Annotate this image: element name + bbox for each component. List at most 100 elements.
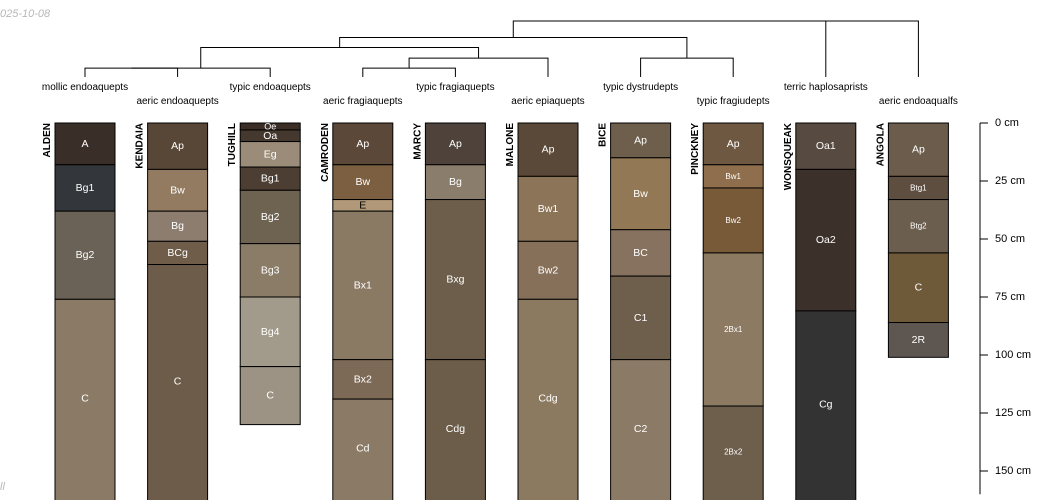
profile-name: KENDAIA <box>135 123 146 169</box>
horizon-label: Bw <box>356 176 371 188</box>
horizon-label: Ap <box>634 134 647 146</box>
depth-tick-unit: cm <box>1010 233 1025 245</box>
taxonomy-labels: mollic endoaquepts aeric endoaquepts typic… <box>42 82 958 107</box>
horizon-label: C <box>266 390 274 402</box>
horizon-bw <box>147 168 209 212</box>
horizon-label: Ap <box>449 138 462 150</box>
horizon-bw <box>332 164 394 201</box>
horizon-label: C2 <box>634 423 648 435</box>
horizon-label: Bg2 <box>76 249 95 261</box>
profile-camroden: Ap Bw E Bx1 Bx2 Cd CAMRODEN <box>320 122 394 500</box>
horizon-label: Bw <box>170 184 185 196</box>
horizon-label: BC <box>633 247 648 259</box>
dendrogram <box>84 20 919 77</box>
profile-kendaia: Ap Bw Bg BCg C KENDAIA <box>135 122 209 500</box>
horizon-label: Bw2 <box>725 216 741 225</box>
horizon-label: Cg <box>819 398 833 410</box>
taxon-label: typic dystrudepts <box>603 82 678 93</box>
taxon-label: terric haplosaprists <box>784 82 868 93</box>
horizon-cd <box>332 398 394 500</box>
profile-name: PINCKNEY <box>690 123 701 175</box>
depth-tick-unit: cm <box>1010 291 1025 303</box>
horizon-label: Bw1 <box>725 172 741 181</box>
horizon-bw <box>610 157 672 231</box>
horizon-label: Bw1 <box>538 203 559 215</box>
horizon-label: Cdg <box>538 393 557 405</box>
horizon-ap <box>147 122 209 170</box>
profile-malone: Ap Bw1 Bw2 Cdg MALONE <box>505 122 579 500</box>
taxon-label: aeric epiaquepts <box>511 96 584 107</box>
depth-tick-label: 0 cm <box>995 117 1019 129</box>
horizon-a <box>54 122 116 166</box>
horizon-oa1 <box>795 122 857 170</box>
horizon-label: Btg2 <box>910 222 927 231</box>
horizon-label: Cdg <box>446 423 465 435</box>
taxon-label: typic fragiudepts <box>697 96 770 107</box>
horizon-label: Oa <box>263 130 277 142</box>
depth-tick-value: 150 <box>995 465 1013 477</box>
dendrogram-branch <box>640 57 734 77</box>
horizon-bw2 <box>517 240 579 300</box>
horizon-ap <box>332 122 394 166</box>
depth-tick-unit: cm <box>1004 117 1019 129</box>
horizon-bx2 <box>332 359 394 400</box>
horizon-label: C1 <box>634 312 648 324</box>
horizon-2bx2 <box>702 405 764 500</box>
horizon-bg1 <box>54 164 116 212</box>
profile-name: CAMRODEN <box>320 123 331 182</box>
profile-bice: Ap Bw BC C1 C2 BICE <box>598 122 672 500</box>
profile-name: MARCY <box>412 123 423 160</box>
horizon-cdg <box>424 359 486 500</box>
horizon-c2 <box>610 359 672 500</box>
taxon-label: aeric fragiaquepts <box>323 96 403 107</box>
depth-tick-label: 50 cm <box>995 233 1025 245</box>
horizon-c1 <box>610 275 672 361</box>
horizon-label: Bw <box>633 188 648 200</box>
horizon-label: A <box>81 138 88 150</box>
depth-tick-value: 125 <box>995 407 1013 419</box>
depth-tick-unit: cm <box>1010 175 1025 187</box>
profile-wonsqueak: Oa1 Oa2 Cg WONSQUEAK <box>783 122 857 500</box>
depth-tick-value: 0 <box>995 117 1001 129</box>
profile-name: ANGOLA <box>875 123 886 166</box>
horizon-label: C <box>174 375 182 387</box>
depth-tick-unit: cm <box>1016 349 1031 361</box>
dendrogram-branch <box>512 20 827 77</box>
horizon-label: 2Bx1 <box>724 325 743 334</box>
horizon-c <box>147 264 209 500</box>
horizon-ap <box>610 122 672 159</box>
horizon-label: Bg1 <box>261 173 280 185</box>
corner-stamp: ll <box>0 481 5 493</box>
horizon-c <box>54 298 116 500</box>
dendrogram-branch <box>669 20 919 77</box>
profile-name: TUGHILL <box>227 123 238 166</box>
taxon-label: typic endoaquepts <box>230 82 311 93</box>
horizon-bx1 <box>332 210 394 361</box>
profile-name: WONSQUEAK <box>783 122 794 190</box>
horizon-bg3 <box>239 243 301 298</box>
horizon-label: Btg1 <box>910 183 927 192</box>
depth-tick-label: 100 cm <box>995 349 1031 361</box>
horizon-label: Bx2 <box>354 373 372 385</box>
taxon-label: aeric endoaquepts <box>136 96 218 107</box>
horizon-bc <box>610 229 672 277</box>
profile-pinckney: Ap Bw1 Bw2 2Bx1 2Bx2 PINCKNEY <box>690 122 764 500</box>
horizon-label: Ap <box>542 144 555 156</box>
horizon-bg4 <box>239 296 301 368</box>
taxon-label: typic fragiaquepts <box>416 82 494 93</box>
dendrogram-branch <box>84 67 179 77</box>
horizon-label: Ap <box>912 144 925 156</box>
horizon-label: Bg <box>171 220 184 232</box>
horizon-label: BCg <box>167 247 188 259</box>
horizon-bg2 <box>239 189 301 245</box>
depth-tick-value: 50 <box>995 233 1007 245</box>
horizon-label: Bx1 <box>354 279 372 291</box>
depth-tick-value: 100 <box>995 349 1013 361</box>
dendrogram-branch <box>362 67 456 77</box>
profile-name: BICE <box>598 123 609 147</box>
horizon-ap <box>702 122 764 166</box>
